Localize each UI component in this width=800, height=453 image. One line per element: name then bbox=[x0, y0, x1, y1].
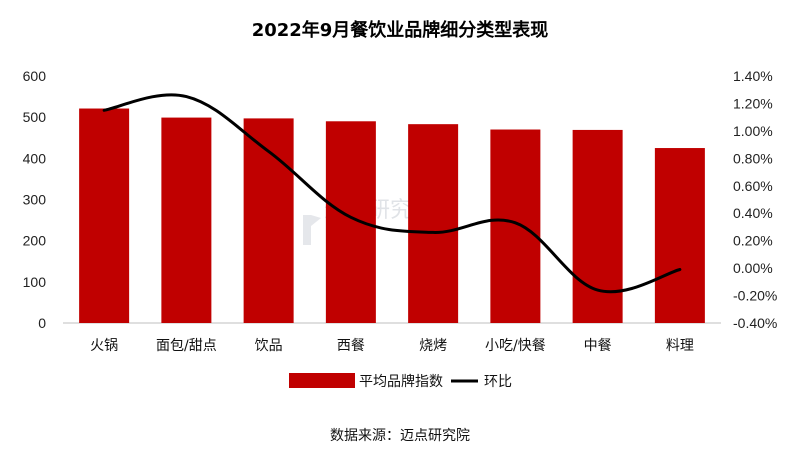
plot-area: 0 100 200 300 400 500 600 -0.40% -0.20% 0.00% 0.20… bbox=[23, 68, 778, 354]
x-tick-label: 火锅 bbox=[90, 338, 118, 354]
bar bbox=[79, 108, 130, 323]
bar bbox=[408, 124, 459, 323]
line-series-huanbi bbox=[102, 93, 682, 294]
x-tick-label: 中餐 bbox=[584, 338, 612, 354]
bar bbox=[243, 118, 294, 323]
y-left-tick-label: 400 bbox=[23, 150, 47, 166]
y-right-tick-label: 0.60% bbox=[733, 178, 773, 194]
y-left-tick-label: 200 bbox=[23, 233, 47, 249]
y-right-tick-label: 0.80% bbox=[733, 150, 773, 166]
y-left-tick-label: 0 bbox=[38, 315, 46, 331]
y-right-tick-label: 1.00% bbox=[733, 123, 773, 139]
x-tick-label: 西餐 bbox=[337, 338, 365, 354]
y-right-tick-label: 1.20% bbox=[733, 95, 773, 111]
y-left-tick-label: 100 bbox=[23, 274, 47, 290]
x-tick-label: 烧烤 bbox=[419, 338, 447, 354]
bar bbox=[490, 129, 541, 323]
bar bbox=[654, 148, 705, 323]
y-right-tick-label: 1.40% bbox=[733, 68, 773, 84]
chart-title: 2022年9月餐饮业品牌细分类型表现 bbox=[252, 19, 549, 41]
y-left-tick-label: 600 bbox=[23, 68, 47, 84]
y-right-tick-label: 0.20% bbox=[733, 233, 773, 249]
legend-bar-swatch bbox=[289, 373, 355, 388]
y-left-tick-label: 500 bbox=[23, 109, 47, 125]
y-right-tick-label: -0.40% bbox=[733, 315, 777, 331]
data-source: 数据来源：迈点研究院 bbox=[330, 428, 470, 444]
legend: 平均品牌指数 环比 bbox=[289, 373, 512, 390]
legend-line-label: 环比 bbox=[484, 374, 512, 390]
y-left-tick-label: 300 bbox=[23, 192, 47, 208]
y-right-tick-label: -0.20% bbox=[733, 288, 777, 304]
x-tick-label: 料理 bbox=[666, 338, 694, 354]
y-right-tick-label: 0.00% bbox=[733, 260, 773, 276]
x-tick-label: 饮品 bbox=[255, 338, 283, 354]
x-tick-label: 面包/甜点 bbox=[156, 338, 217, 354]
bar bbox=[325, 121, 376, 324]
bar bbox=[572, 129, 623, 323]
legend-bar-label: 平均品牌指数 bbox=[359, 373, 443, 390]
bar bbox=[161, 117, 212, 323]
y-right-tick-label: 0.40% bbox=[733, 205, 773, 221]
x-tick-label: 小吃/快餐 bbox=[485, 338, 546, 354]
